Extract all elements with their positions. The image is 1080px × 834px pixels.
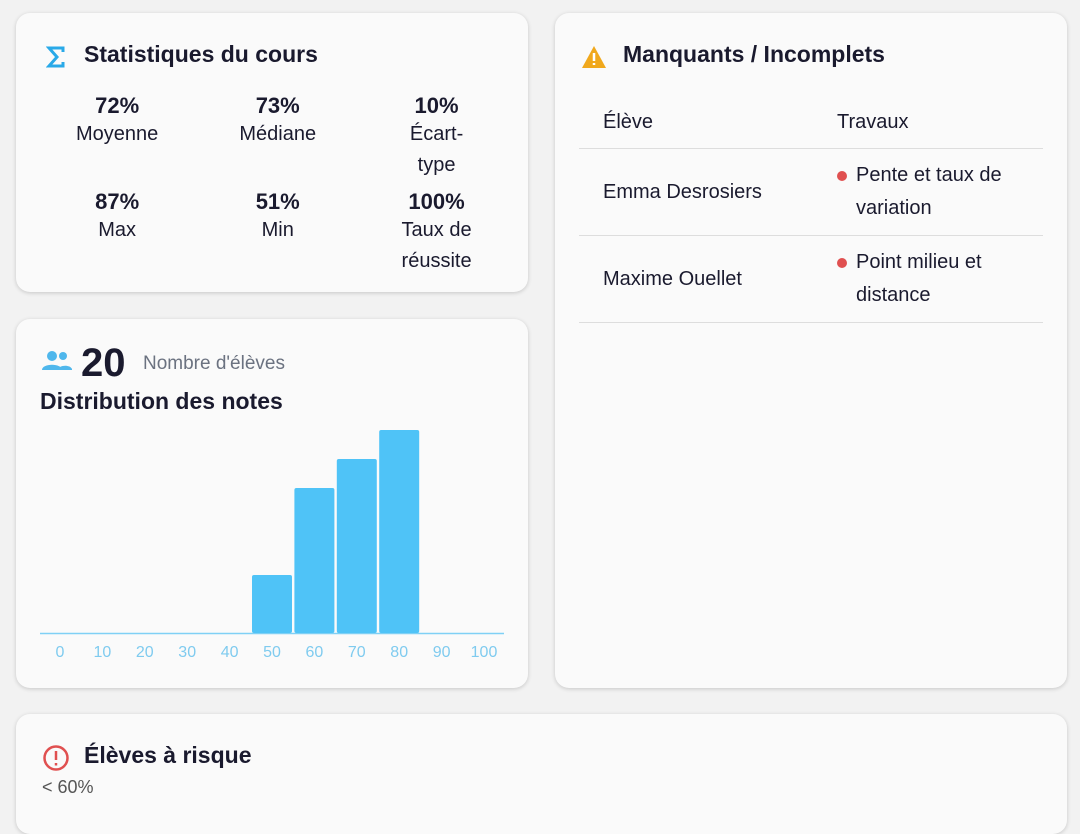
- work: Pente et taux de variation: [856, 164, 1002, 219]
- student-count: 20: [81, 341, 126, 385]
- distribution-card: 20 Nombre d'élèves Distribution des note…: [16, 319, 528, 688]
- row: Emma Desrosiers Pente et taux de variatio…: [579, 148, 1043, 236]
- work-cell: Point milieu et distance: [813, 235, 1043, 323]
- x-tick-label: 90: [433, 644, 451, 661]
- people-icon: [42, 351, 72, 370]
- stat-label: Max: [98, 219, 137, 241]
- stat-label: Taux de réussite: [401, 219, 472, 272]
- bar: [379, 430, 420, 633]
- stat-label: Médiane: [239, 123, 317, 145]
- risk-subtitle: < 60%: [42, 777, 94, 797]
- x-tick-label: 30: [178, 644, 196, 661]
- x-tick-label: 80: [390, 644, 408, 661]
- stat: 72% Moyenne: [36, 93, 198, 181]
- work: Point milieu et distance: [856, 251, 982, 306]
- row: Maxime Ouellet Point milieu et distance: [579, 235, 1043, 323]
- x-tick-label: 10: [94, 644, 112, 661]
- student: Maxime Ouellet: [579, 235, 813, 323]
- stat-label: Moyenne: [76, 123, 159, 145]
- bar: [294, 488, 335, 633]
- bar: [336, 459, 377, 633]
- student: Emma Desrosiers: [579, 148, 813, 236]
- stats-card: Statistiques du cours 72% Moyenne 73% Média…: [16, 13, 528, 292]
- bullet: [837, 171, 847, 181]
- missing-table: Élève Travaux Emma Desrosiers Pente et taux…: [579, 97, 1043, 323]
- risk-title: Élèves à risque: [84, 742, 252, 768]
- page: Statistiques du cours 72% Moyenne 73% Média…: [16, 13, 1067, 797]
- x-tick-label: 70: [348, 644, 366, 661]
- stat: 10% Écart-type: [357, 93, 516, 181]
- chart: 20 Nombre d'élèves Distribution des note…: [40, 341, 504, 661]
- stat: 51% Min: [198, 189, 357, 277]
- x-tick-label: 40: [221, 644, 239, 661]
- stat-value: 51%: [255, 189, 300, 214]
- header: Travaux: [813, 97, 1043, 149]
- x-tick-label: 60: [306, 644, 324, 661]
- bullet: [837, 258, 847, 268]
- chart-title: Distribution des notes: [40, 388, 283, 414]
- work-cell: Pente et taux de variation: [813, 148, 1043, 236]
- x-tick-label: 20: [136, 644, 154, 661]
- stat-value: 10%: [414, 93, 459, 118]
- stats-title: Statistiques du cours: [84, 41, 318, 67]
- stat-value: 73%: [255, 93, 300, 118]
- risk-card: Élèves à risque < 60%: [16, 714, 1067, 834]
- stat-value: 72%: [95, 93, 140, 118]
- x-tick-label: 0: [56, 644, 65, 661]
- header: Élève: [579, 97, 813, 149]
- x-tick-label: 50: [263, 644, 281, 661]
- stat: 100% Taux de réussite: [357, 189, 516, 277]
- stat-value: 100%: [408, 189, 465, 214]
- student-count-label: Nombre d'élèves: [143, 353, 285, 374]
- sigma-icon: [46, 46, 65, 68]
- x-tick-label: 100: [471, 644, 498, 661]
- stat-value: 87%: [95, 189, 140, 214]
- bar: [252, 575, 292, 633]
- stats-grid: 72% Moyenne 73% Médiane 10% Écart-type 87% Max 5…: [36, 93, 516, 277]
- stat: 73% Médiane: [198, 93, 357, 181]
- stat-label: Écart-type: [409, 123, 464, 176]
- missing-card: Manquants / Incomplets Élève Travaux Emma …: [555, 13, 1067, 688]
- stat: 87% Max: [36, 189, 198, 277]
- stat-label: Min: [261, 219, 294, 241]
- alert-icon: [43, 745, 69, 771]
- missing-title: Manquants / Incomplets: [623, 41, 885, 67]
- warning-icon: [582, 46, 606, 68]
